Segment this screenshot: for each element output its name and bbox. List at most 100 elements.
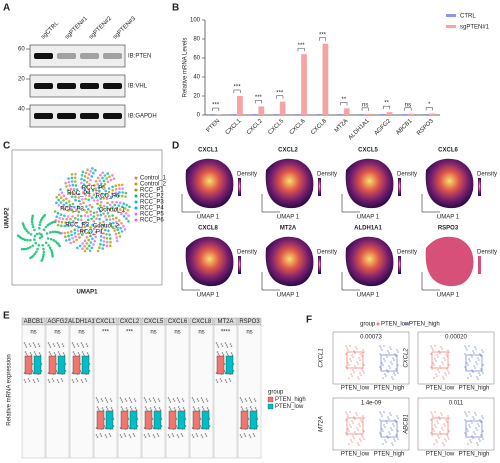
gene-header: ABCB1 [24, 319, 44, 325]
point [478, 359, 480, 361]
umap-cell [67, 224, 70, 227]
umap-cell [119, 201, 122, 204]
point [101, 407, 104, 409]
point [379, 411, 381, 413]
umap-cell [69, 187, 73, 191]
point [348, 430, 350, 432]
umap-cell [80, 218, 83, 222]
point [81, 381, 84, 383]
y-axis-label: Relative mRNA Levels [183, 38, 189, 98]
point [350, 360, 352, 362]
point [178, 401, 181, 403]
point [47, 379, 50, 381]
panel-label: B [172, 3, 179, 14]
facet [165, 324, 190, 459]
umap-cell [79, 207, 82, 211]
umap-cell [58, 244, 61, 248]
umap-cell [80, 181, 83, 185]
point [226, 346, 229, 348]
point [349, 345, 351, 347]
point [381, 362, 383, 364]
box [72, 355, 81, 375]
point [379, 419, 381, 421]
umap-cell [67, 209, 70, 212]
legend-label: RCC_P3 [140, 200, 164, 206]
point [192, 436, 195, 438]
point [437, 435, 439, 437]
point [104, 434, 107, 436]
point [476, 376, 478, 378]
point [120, 399, 123, 401]
point [397, 351, 399, 353]
umap-cell [102, 240, 106, 243]
umap-cell [121, 187, 124, 190]
point [240, 399, 243, 401]
significance: ns [198, 330, 204, 336]
umap-cell [83, 209, 86, 212]
gene-header: CXCL8 [192, 319, 212, 325]
legend-label: PTEN_low [381, 322, 410, 328]
point [442, 442, 444, 444]
umap-cell [80, 226, 83, 229]
point [356, 361, 358, 363]
point [154, 401, 157, 403]
point [360, 374, 362, 376]
point [353, 437, 355, 439]
umap-cell [99, 201, 103, 204]
legend-swatch [446, 14, 456, 17]
umap-cell [33, 228, 36, 232]
point [390, 414, 392, 416]
point [177, 406, 180, 408]
point [440, 412, 442, 414]
point [431, 413, 433, 415]
point [56, 342, 59, 344]
umap-cell [51, 254, 54, 258]
point [381, 428, 383, 430]
point [156, 433, 159, 435]
point [388, 352, 390, 354]
umap-cell [90, 246, 94, 250]
point [80, 379, 83, 381]
point [351, 441, 353, 443]
point [132, 433, 135, 435]
lane-label: sgPTEN#1 [64, 15, 89, 40]
point [76, 380, 79, 382]
lane-label: sgCTRL [40, 20, 60, 40]
box [380, 354, 398, 372]
p-value: 1.4e-09 [361, 401, 382, 407]
point [191, 434, 194, 436]
point [447, 436, 449, 438]
legend-bar [478, 256, 481, 274]
density-title: CXCL2 [278, 148, 298, 154]
point [125, 400, 128, 402]
umap-cell [73, 231, 77, 235]
point [474, 433, 476, 435]
point [252, 433, 255, 435]
point [72, 344, 75, 346]
point [224, 379, 227, 381]
point [472, 437, 474, 439]
bar [422, 114, 429, 115]
x-axis-label: UMAP 1 [277, 293, 300, 299]
point [482, 351, 484, 353]
umap-cell [78, 199, 81, 203]
umap-cell [89, 213, 93, 217]
umap-cell [105, 205, 109, 209]
point [436, 441, 438, 443]
point [24, 381, 27, 383]
umap-cell [96, 249, 100, 253]
umap-cell [70, 173, 74, 176]
point [351, 420, 353, 422]
umap-cell [108, 203, 112, 207]
umap-cell [38, 223, 41, 227]
legend-dot [134, 200, 138, 204]
umap-cell [80, 233, 84, 236]
bar [386, 112, 393, 115]
point [32, 342, 35, 344]
umap-cell [50, 248, 53, 252]
point [434, 411, 436, 413]
umap-cell [63, 207, 67, 211]
point [176, 434, 179, 436]
blot-band [34, 113, 53, 119]
umap-cell [104, 189, 107, 193]
